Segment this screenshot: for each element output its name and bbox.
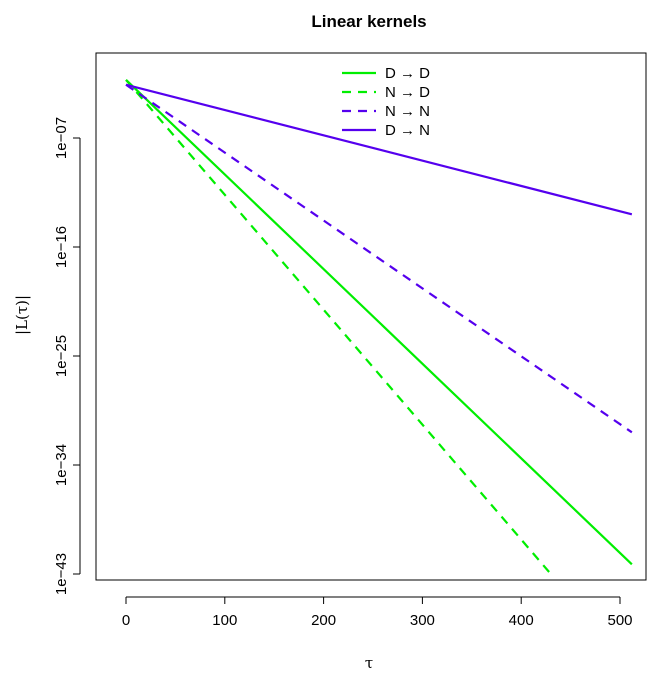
y-tick-label: 1e−07 — [53, 117, 70, 159]
y-tick-label: 1e−25 — [53, 335, 70, 377]
series-line-2 — [125, 79, 552, 575]
series-line-1 — [125, 79, 633, 566]
plot-frame — [95, 52, 647, 581]
x-tick-label: 400 — [509, 612, 534, 629]
x-tick-label: 200 — [311, 612, 336, 629]
y-tick-label: 1e−43 — [53, 553, 70, 595]
legend-label-2: N → D — [385, 84, 430, 101]
legend-label-4: D → N — [385, 122, 430, 139]
x-tick-label: 0 — [122, 612, 130, 629]
x-tick-label: 500 — [607, 612, 632, 629]
series-line-3 — [125, 83, 633, 434]
y-axis: 1e−07 1e−16 1e−25 1e−34 1e−43 — [53, 117, 81, 595]
y-tick-label: 1e−16 — [53, 226, 70, 268]
x-axis: 0 100 200 300 400 500 — [122, 596, 633, 629]
legend-label-3: N → N — [385, 103, 430, 120]
y-tick-label: 1e−34 — [53, 444, 70, 486]
chart-title: Linear kernels — [311, 12, 426, 31]
series-line-4 — [125, 83, 633, 216]
x-axis-label: τ — [365, 654, 373, 672]
legend: D → D N → D N → N D → N — [342, 65, 430, 139]
y-axis-label: |L(τ)| — [13, 295, 31, 335]
legend-label-1: D → D — [385, 65, 430, 82]
series-layer — [125, 79, 633, 575]
x-tick-label: 100 — [212, 612, 237, 629]
x-tick-label: 300 — [410, 612, 435, 629]
